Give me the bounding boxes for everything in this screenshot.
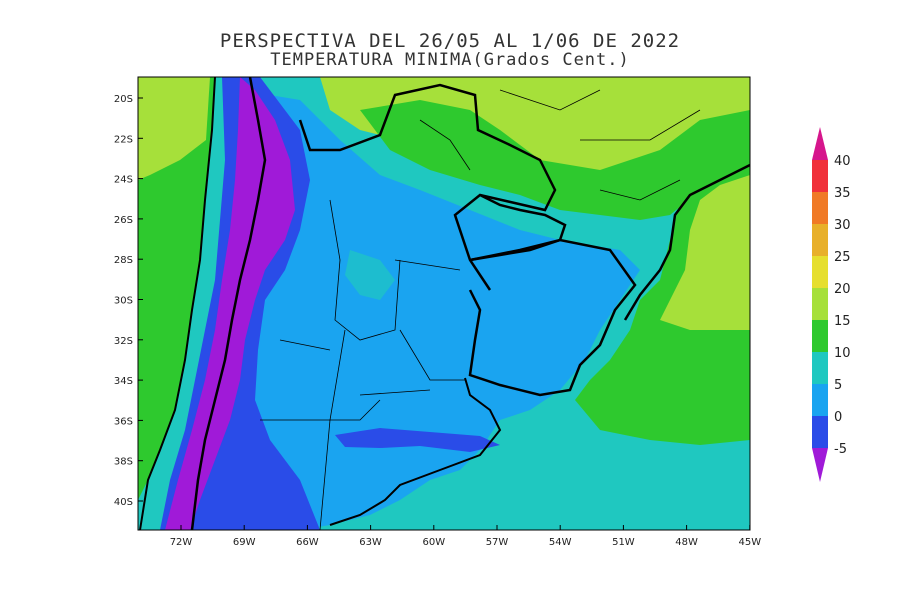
- plot-frame: [137, 76, 751, 531]
- longitude-axis: 72W 69W 66W 63W 60W 57W 54W 51W 48W 45W: [170, 525, 761, 548]
- lon-tick-label: 45W: [738, 537, 761, 548]
- colorbar-arrow-top: [812, 127, 828, 160]
- lon-tick-label: 57W: [486, 537, 509, 548]
- colorbar-label: 40: [834, 154, 851, 169]
- colorbar-label: 5: [834, 378, 842, 393]
- colorbar-20-25: [812, 256, 828, 288]
- lon-tick-label: 66W: [296, 537, 319, 548]
- colorbar-35-40: [812, 160, 828, 192]
- lon-tick-label: 54W: [549, 537, 572, 548]
- cold-patch-south: [335, 428, 500, 452]
- colorbar-label: 25: [834, 250, 851, 265]
- colorbar: 40 35 30 25 20 15 10 5 0 -5: [812, 127, 851, 482]
- north-10-15: [360, 100, 750, 220]
- colorbar-label: -5: [834, 442, 847, 457]
- colorbar-25-30: [812, 224, 828, 256]
- colorbar-arrow-bottom: [812, 448, 828, 482]
- colorbar-0-5: [812, 384, 828, 416]
- lon-tick-label: 63W: [359, 537, 382, 548]
- lat-tick-label: 40S: [114, 497, 133, 508]
- pacific-15-20: [138, 77, 210, 180]
- lat-tick-label: 28S: [114, 255, 133, 266]
- map-fields: [138, 77, 750, 530]
- andes-lt-m5: [165, 77, 295, 530]
- atlantic-15-20: [660, 175, 750, 330]
- lon-tick-label: 48W: [675, 537, 698, 548]
- lat-tick-label: 30S: [114, 296, 133, 307]
- lat-tick-label: 38S: [114, 457, 133, 468]
- colorbar-10-15: [812, 320, 828, 352]
- colorbar-label: 35: [834, 186, 851, 201]
- pacific-10-15: [138, 77, 215, 500]
- colorbar-label: 10: [834, 346, 851, 361]
- lon-tick-label: 60W: [422, 537, 445, 548]
- teal-patch-center: [345, 250, 395, 300]
- country-borders: [139, 76, 751, 531]
- colorbar-label: 0: [834, 410, 842, 425]
- colorbar-5-10: [812, 352, 828, 384]
- latitude-axis: 20S 22S 24S 26S 28S 30S 32S 34S 36S 38S 40S: [114, 94, 143, 508]
- lat-tick-label: 34S: [114, 376, 133, 387]
- colorbar-m5-0: [812, 416, 828, 448]
- lat-tick-label: 36S: [114, 416, 133, 427]
- lon-tick-label: 69W: [233, 537, 256, 548]
- colorbar-label: 20: [834, 282, 851, 297]
- lon-tick-label: 72W: [170, 537, 193, 548]
- lat-tick-label: 22S: [114, 134, 133, 145]
- colorbar-30-35: [812, 192, 828, 224]
- map-title-line1: PERSPECTIVA DEL 26/05 AL 1/06 DE 2022: [219, 30, 681, 52]
- colorbar-label: 15: [834, 314, 851, 329]
- lat-tick-label: 20S: [114, 94, 133, 105]
- colorbar-label: 30: [834, 218, 851, 233]
- colorbar-labels: 40 35 30 25 20 15 10 5 0 -5: [834, 154, 851, 457]
- lat-tick-label: 24S: [114, 175, 133, 186]
- map-title-line2: TEMPERATURA MINIMA(Grados Cent.): [270, 50, 630, 70]
- lat-tick-label: 32S: [114, 336, 133, 347]
- colorbar-15-20: [812, 288, 828, 320]
- lon-tick-label: 51W: [612, 537, 635, 548]
- lat-tick-label: 26S: [114, 215, 133, 226]
